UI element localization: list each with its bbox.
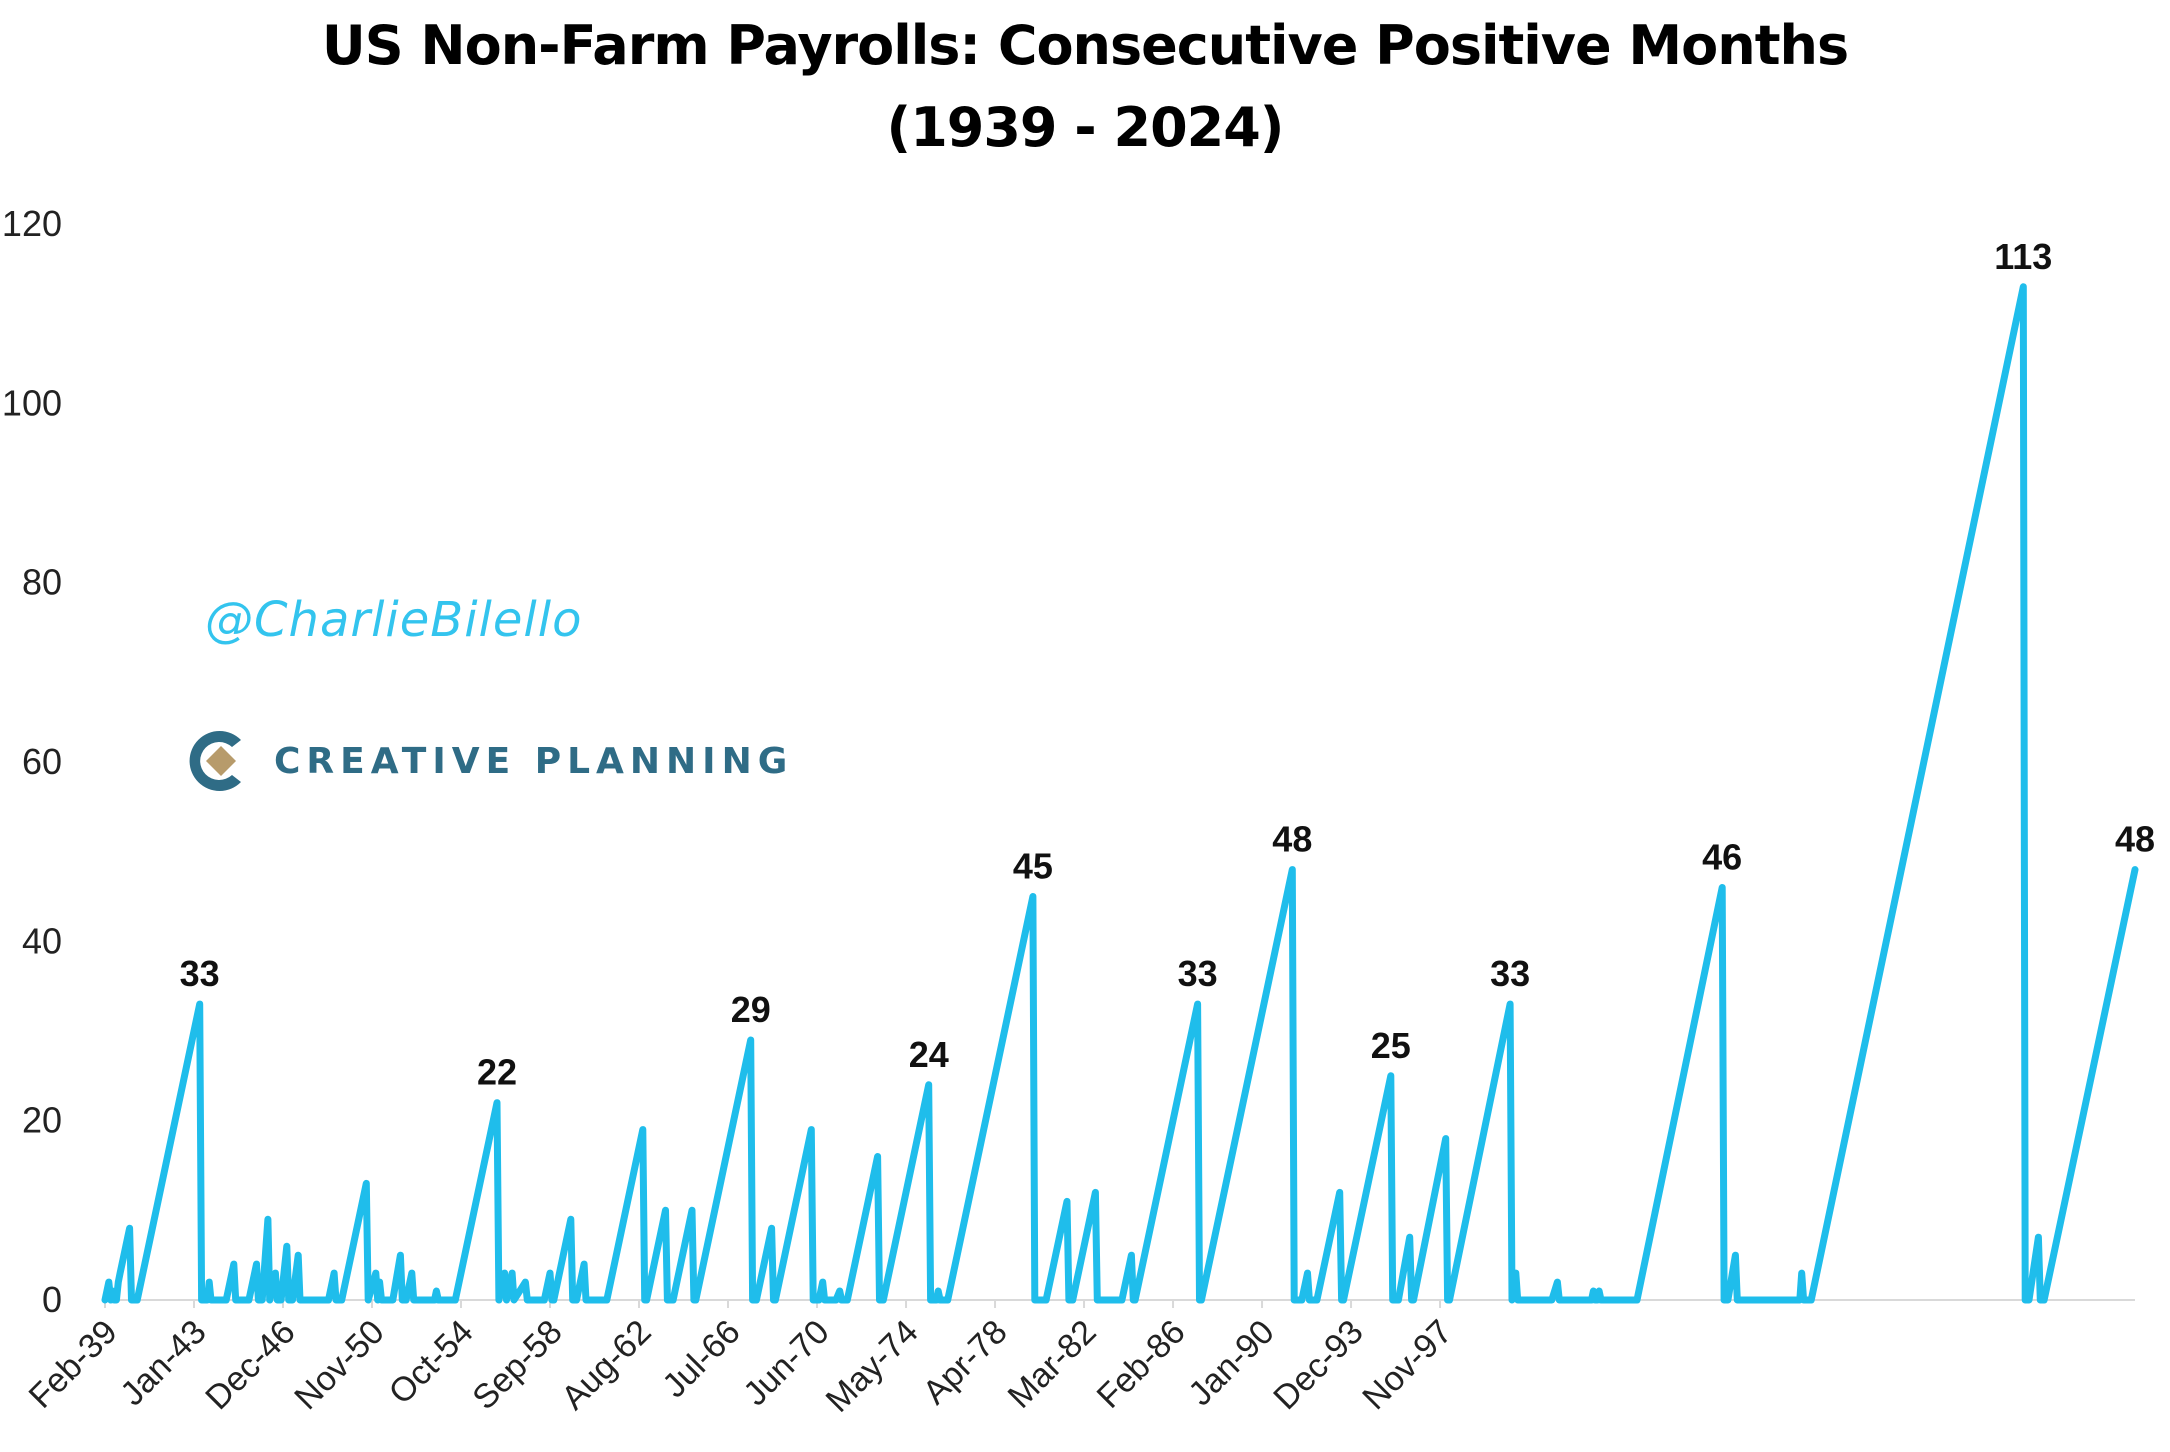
data-label: 46: [1702, 837, 1742, 878]
x-tick-label: Nov-97: [1355, 1313, 1459, 1417]
x-tick-label: Jul-66: [655, 1313, 747, 1405]
y-tick-label: 60: [22, 741, 62, 782]
x-tick-label: Jan-90: [1181, 1313, 1281, 1413]
x-tick-label: Jun-70: [736, 1313, 836, 1413]
chart-subtitle: (1939 - 2024): [886, 96, 1285, 159]
x-tick-label: Nov-50: [287, 1313, 391, 1417]
data-label: 25: [1371, 1025, 1411, 1066]
data-label: 113: [1994, 236, 2052, 277]
brand: CREATIVE PLANNING: [186, 726, 793, 796]
y-tick-label: 40: [22, 920, 62, 961]
x-axis: Feb-39Jan-43Dec-46Nov-50Oct-54Sep-58Aug-…: [22, 1299, 2135, 1420]
x-tick-label: May-74: [819, 1313, 926, 1420]
y-tick-label: 20: [22, 1100, 62, 1141]
data-label: 48: [1272, 819, 1312, 860]
y-tick-label: 100: [2, 382, 62, 423]
brand-name: CREATIVE PLANNING: [274, 740, 794, 782]
x-tick-label: Mar-82: [1001, 1313, 1104, 1416]
data-label: 33: [1178, 953, 1218, 994]
x-tick-label: Dec-46: [198, 1313, 302, 1417]
x-tick-label: Oct-54: [382, 1313, 481, 1412]
x-tick-label: Jan-43: [113, 1313, 213, 1413]
series-line: [101, 283, 2139, 1304]
chart-title: US Non-Farm Payrolls: Consecutive Positi…: [321, 14, 1849, 77]
x-tick-label: Aug-62: [554, 1313, 658, 1417]
y-tick-label: 120: [2, 203, 62, 244]
y-tick-label: 80: [22, 562, 62, 603]
data-label: 22: [477, 1052, 517, 1093]
data-label: 48: [2115, 819, 2155, 860]
creative-planning-logo-icon: [189, 731, 241, 791]
x-tick-label: Feb-86: [1090, 1313, 1193, 1416]
x-tick-label: Dec-93: [1266, 1313, 1370, 1417]
x-tick-label: Apr-78: [916, 1313, 1015, 1412]
data-label: 33: [1490, 953, 1530, 994]
data-label: 24: [909, 1034, 949, 1075]
watermark: @CharlieBilello: [205, 592, 583, 648]
data-label: 45: [1013, 846, 1053, 887]
x-tick-label: Feb-39: [22, 1313, 125, 1416]
data-labels: 33 22 29 24 45 33 48 25 33 46 113 48: [180, 236, 2155, 1093]
data-label: 33: [180, 953, 220, 994]
x-tick-label: Sep-58: [465, 1313, 569, 1417]
series-layer: [101, 283, 2139, 1304]
y-axis: 0 20 40 60 80 100 120: [2, 203, 62, 1320]
y-tick-label: 0: [42, 1279, 62, 1320]
data-label: 29: [731, 989, 771, 1030]
